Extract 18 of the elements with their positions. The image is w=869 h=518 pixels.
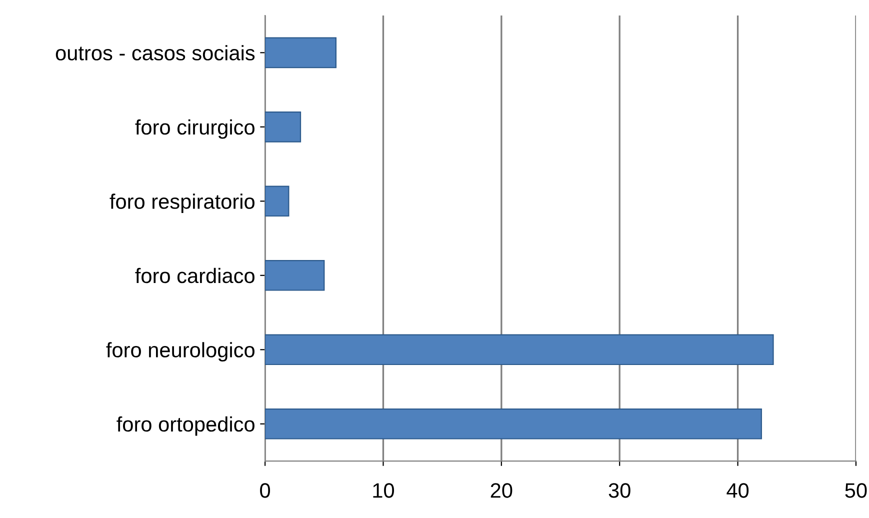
- y-tick-label: foro respiratorio: [110, 194, 254, 214]
- y-tick-label: foro neurologico: [106, 342, 254, 362]
- bar: [265, 37, 337, 68]
- bar: [265, 408, 762, 440]
- y-tick-label: outros - casos sociais: [56, 45, 255, 60]
- bar: [265, 112, 302, 142]
- x-tick-label: 10: [373, 483, 394, 498]
- x-tick-label: 50: [845, 483, 867, 498]
- x-tick-label: 20: [490, 483, 512, 498]
- bar: [265, 260, 325, 291]
- x-tick-label: 40: [726, 483, 749, 498]
- x-tick-label: 30: [608, 483, 630, 498]
- y-tick-label: foro cardiaco: [135, 268, 254, 284]
- bar: [265, 186, 290, 217]
- x-tick-label: 0: [260, 483, 270, 498]
- y-tick-label: foro ortopedico: [116, 416, 254, 436]
- y-tick-label: foro cirurgico: [135, 119, 254, 139]
- bar: [265, 334, 774, 366]
